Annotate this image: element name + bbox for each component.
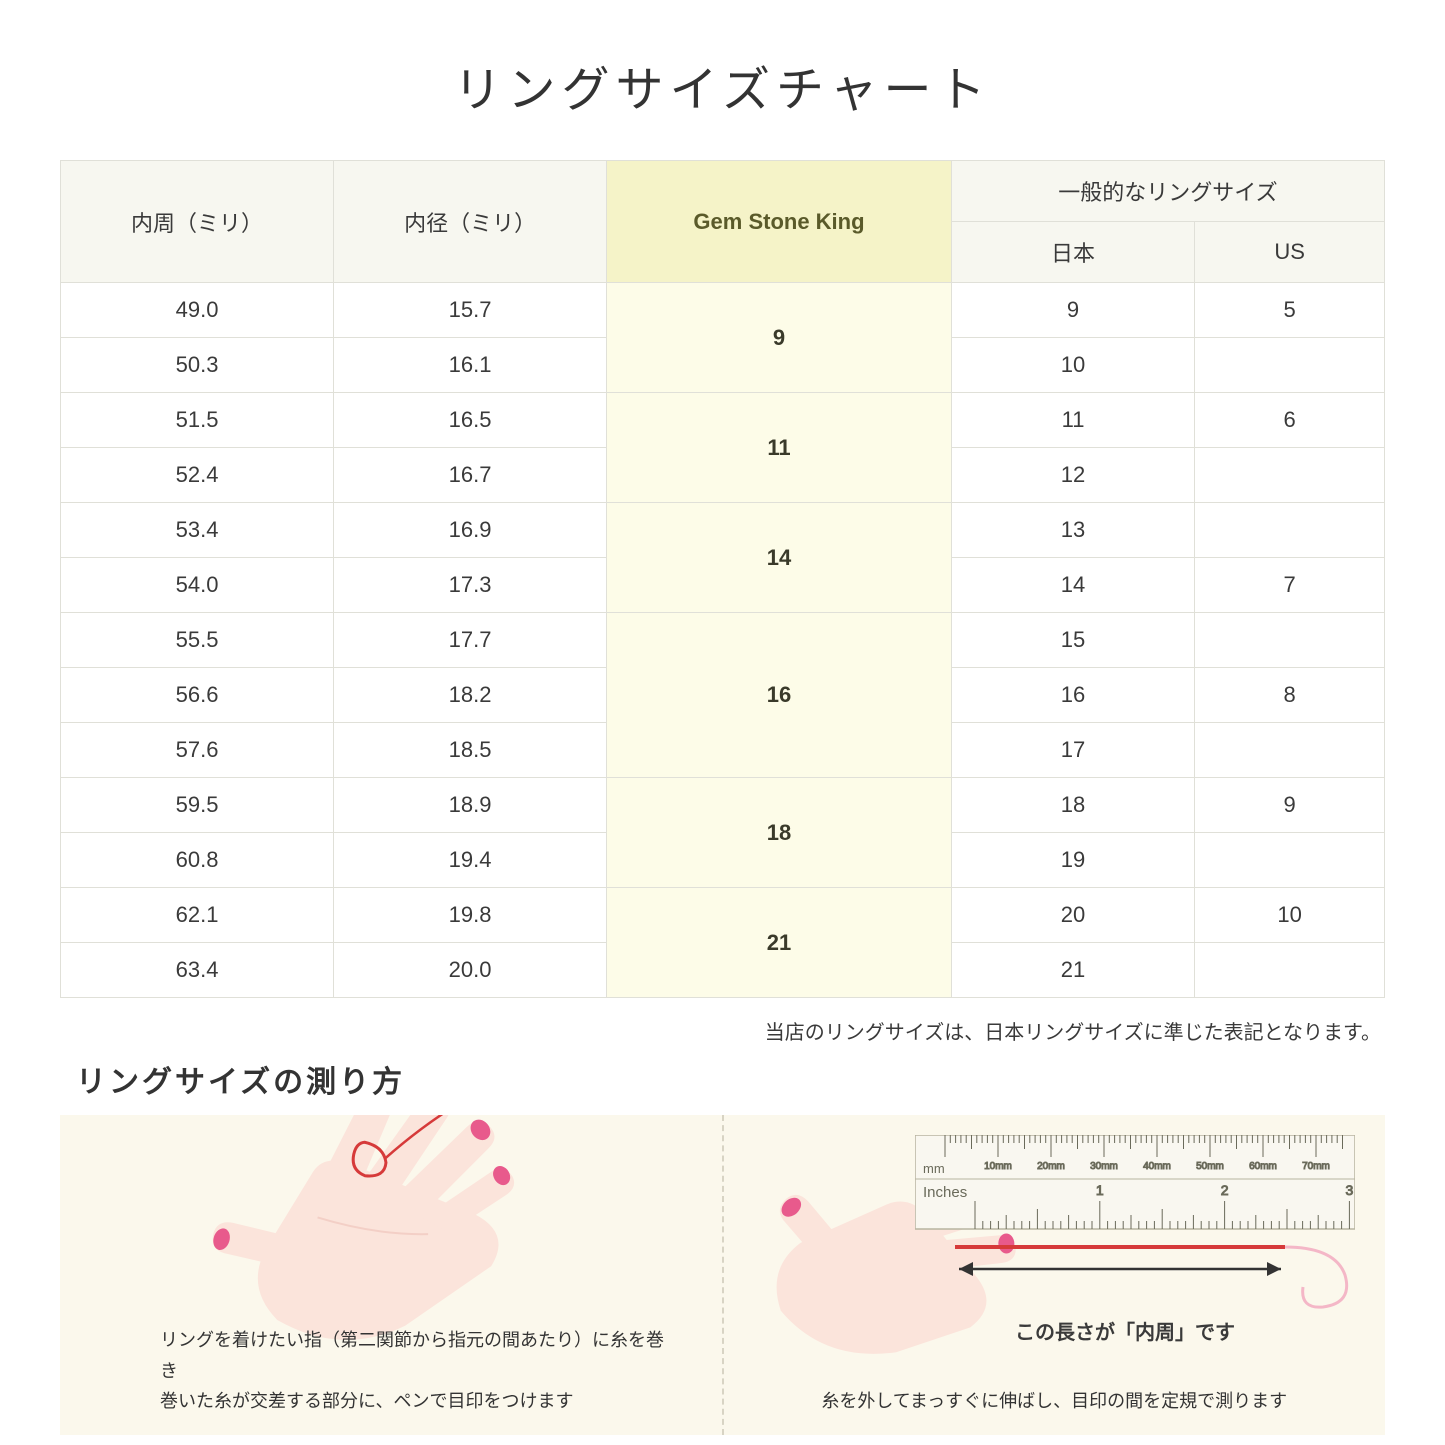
- cell-gsk: 14: [607, 503, 952, 613]
- cell-circumference: 59.5: [61, 778, 334, 833]
- th-us: US: [1195, 222, 1385, 283]
- th-jp: 日本: [951, 222, 1194, 283]
- ruler-inches-label: Inches: [923, 1184, 967, 1201]
- cell-diameter: 15.7: [334, 283, 607, 338]
- cell-diameter: 17.3: [334, 558, 607, 613]
- hand-wrap-icon: [180, 1115, 600, 1341]
- cell-us: 9: [1195, 778, 1385, 833]
- svg-text:1: 1: [1096, 1182, 1104, 1198]
- th-diameter: 内径（ミリ）: [334, 161, 607, 283]
- guide-panel-measure: 10mm 20mm 30mm 40mm 50mm 60mm 70mm mm Inches 1…: [724, 1115, 1386, 1435]
- table-row: 49.015.7995: [61, 283, 1385, 338]
- th-common-group: 一般的なリングサイズ: [951, 161, 1384, 222]
- cell-us: [1195, 338, 1385, 393]
- cell-circumference: 57.6: [61, 723, 334, 778]
- cell-gsk: 18: [607, 778, 952, 888]
- cell-jp: 13: [951, 503, 1194, 558]
- cell-us: 8: [1195, 668, 1385, 723]
- page-title: リングサイズチャート: [60, 50, 1385, 120]
- cell-jp: 14: [951, 558, 1194, 613]
- guide-panel-wrap: リングを着けたい指（第二関節から指元の間あたり）に糸を巻き 巻いた糸が交差する部…: [60, 1115, 722, 1435]
- cell-diameter: 16.5: [334, 393, 607, 448]
- cell-jp: 11: [951, 393, 1194, 448]
- guide-right-caption: 糸を外してまっすぐに伸ばし、目印の間を定規で測ります: [748, 1386, 1362, 1417]
- cell-gsk: 9: [607, 283, 952, 393]
- svg-text:3: 3: [1346, 1182, 1354, 1198]
- cell-circumference: 50.3: [61, 338, 334, 393]
- cell-diameter: 17.7: [334, 613, 607, 668]
- cell-diameter: 18.9: [334, 778, 607, 833]
- cell-diameter: 16.9: [334, 503, 607, 558]
- cell-circumference: 49.0: [61, 283, 334, 338]
- table-row: 55.517.71615: [61, 613, 1385, 668]
- cell-circumference: 53.4: [61, 503, 334, 558]
- cell-circumference: 54.0: [61, 558, 334, 613]
- cell-circumference: 55.5: [61, 613, 334, 668]
- cell-gsk: 21: [607, 888, 952, 998]
- measurement-guide: リングを着けたい指（第二関節から指元の間あたり）に糸を巻き 巻いた糸が交差する部…: [60, 1115, 1385, 1435]
- th-circumference: 内周（ミリ）: [61, 161, 334, 283]
- cell-jp: 15: [951, 613, 1194, 668]
- cell-diameter: 19.4: [334, 833, 607, 888]
- table-row: 51.516.511116: [61, 393, 1385, 448]
- cell-jp: 12: [951, 448, 1194, 503]
- cell-circumference: 60.8: [61, 833, 334, 888]
- cell-diameter: 18.5: [334, 723, 607, 778]
- note-text: 当店のリングサイズは、日本リングサイズに準じた表記となります。: [60, 1016, 1385, 1045]
- cell-us: 6: [1195, 393, 1385, 448]
- cell-diameter: 16.1: [334, 338, 607, 393]
- cell-diameter: 18.2: [334, 668, 607, 723]
- ring-size-table: 内周（ミリ） 内径（ミリ） Gem Stone King 一般的なリングサイズ …: [60, 160, 1385, 998]
- measure-title: リングサイズの測り方: [76, 1057, 1385, 1101]
- svg-text:2: 2: [1221, 1182, 1229, 1198]
- cell-jp: 21: [951, 943, 1194, 998]
- cell-jp: 9: [951, 283, 1194, 338]
- cell-jp: 10: [951, 338, 1194, 393]
- svg-text:30mm: 30mm: [1090, 1161, 1118, 1172]
- cell-jp: 19: [951, 833, 1194, 888]
- svg-text:70mm: 70mm: [1302, 1161, 1330, 1172]
- svg-text:50mm: 50mm: [1196, 1161, 1224, 1172]
- svg-text:40mm: 40mm: [1143, 1161, 1171, 1172]
- cell-jp: 18: [951, 778, 1194, 833]
- table-row: 59.518.918189: [61, 778, 1385, 833]
- table-row: 62.119.8212010: [61, 888, 1385, 943]
- cell-diameter: 16.7: [334, 448, 607, 503]
- cell-circumference: 56.6: [61, 668, 334, 723]
- cell-gsk: 11: [607, 393, 952, 503]
- cell-us: 5: [1195, 283, 1385, 338]
- cell-circumference: 62.1: [61, 888, 334, 943]
- cell-us: [1195, 943, 1385, 998]
- cell-diameter: 20.0: [334, 943, 607, 998]
- svg-text:20mm: 20mm: [1037, 1161, 1065, 1172]
- cell-us: 7: [1195, 558, 1385, 613]
- cell-us: [1195, 448, 1385, 503]
- cell-us: [1195, 613, 1385, 668]
- svg-text:60mm: 60mm: [1249, 1161, 1277, 1172]
- guide-left-caption: リングを着けたい指（第二関節から指元の間あたり）に糸を巻き 巻いた糸が交差する部…: [160, 1325, 682, 1417]
- cell-us: 10: [1195, 888, 1385, 943]
- th-gsk: Gem Stone King: [607, 161, 952, 283]
- cell-jp: 16: [951, 668, 1194, 723]
- cell-us: [1195, 833, 1385, 888]
- cell-circumference: 51.5: [61, 393, 334, 448]
- cell-us: [1195, 723, 1385, 778]
- cell-circumference: 63.4: [61, 943, 334, 998]
- table-row: 53.416.91413: [61, 503, 1385, 558]
- cell-circumference: 52.4: [61, 448, 334, 503]
- ruler-mm-label: mm: [923, 1161, 945, 1176]
- ruler-length-label: この長さが「内周」です: [1015, 1316, 1235, 1345]
- cell-diameter: 19.8: [334, 888, 607, 943]
- svg-text:10mm: 10mm: [984, 1161, 1012, 1172]
- ruler-icon: 10mm 20mm 30mm 40mm 50mm 60mm 70mm mm Inches 1…: [915, 1135, 1355, 1335]
- cell-us: [1195, 503, 1385, 558]
- cell-jp: 17: [951, 723, 1194, 778]
- cell-jp: 20: [951, 888, 1194, 943]
- cell-gsk: 16: [607, 613, 952, 778]
